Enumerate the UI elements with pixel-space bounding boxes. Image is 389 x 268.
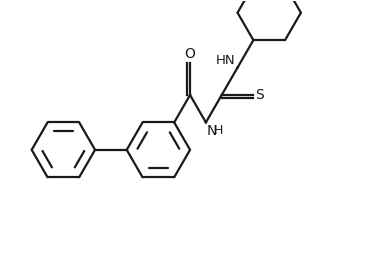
Text: HN: HN — [216, 54, 236, 66]
Text: O: O — [185, 47, 196, 61]
Text: N: N — [207, 124, 217, 138]
Text: H: H — [214, 124, 223, 137]
Text: S: S — [255, 88, 264, 102]
